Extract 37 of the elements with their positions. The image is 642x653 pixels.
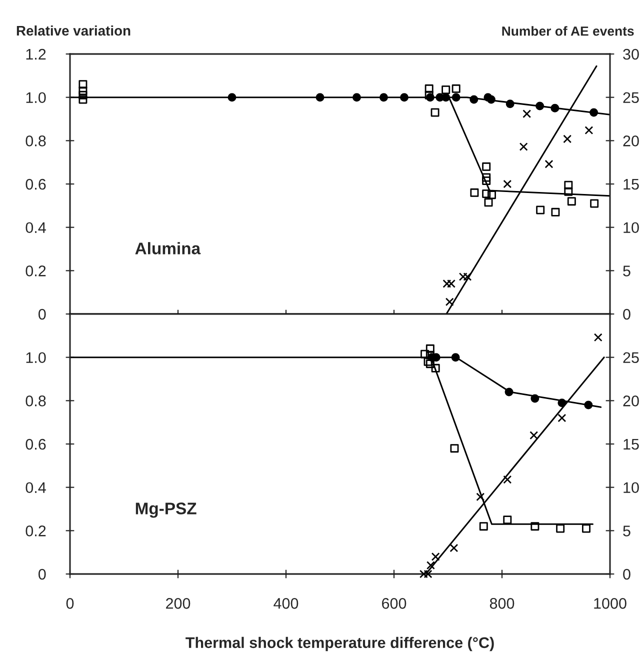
y-tick-label: 0.8 xyxy=(26,136,46,146)
y2-tick-label: 5 xyxy=(623,266,630,276)
y2-axis-title: Number of AE events xyxy=(502,26,634,36)
y-tick-label: 0.4 xyxy=(26,222,46,234)
annotation: Mg-PSZ xyxy=(136,502,196,518)
y2-tick-label: 5 xyxy=(623,526,630,536)
y-tick-label: 0.4 xyxy=(26,482,46,494)
y2-tick-label: 15 xyxy=(624,439,639,450)
x-tick-label: 800 xyxy=(490,598,514,609)
y2-tick-label: 20 xyxy=(623,396,639,406)
y-tick-label: 0 xyxy=(38,308,46,320)
y-tick-label: 0.2 xyxy=(26,266,46,276)
y2-tick-label: 0 xyxy=(623,568,630,580)
y-axis-title: Relative variation xyxy=(16,25,130,36)
x-tick-label: 400 xyxy=(274,598,298,609)
y2-tick-label: 0 xyxy=(623,308,630,320)
y2-tick-label: 30 xyxy=(623,48,639,60)
x-tick-label: 0 xyxy=(66,598,74,609)
y-tick-label: 0.6 xyxy=(26,438,46,450)
y2-tick-label: 10 xyxy=(624,222,639,234)
y-tick-label: 1.0 xyxy=(26,352,46,364)
y-tick-label: 0.2 xyxy=(26,526,46,536)
x-axis-title: Thermal shock temperature difference (°C) xyxy=(186,636,494,652)
y2-tick-label: 10 xyxy=(624,482,639,494)
x-tick-label: 600 xyxy=(382,598,406,609)
y2-tick-label: 20 xyxy=(623,136,639,146)
y-tick-label: 0 xyxy=(38,568,46,580)
y-tick-label: 0.6 xyxy=(26,178,46,190)
annotation: Alumina xyxy=(135,242,201,254)
y-tick-label: 1.2 xyxy=(26,48,46,60)
x-tick-label: 1000 xyxy=(594,598,626,609)
y2-tick-label: 15 xyxy=(624,179,639,190)
y-tick-label: 0.8 xyxy=(26,396,46,406)
y2-tick-label: 25 xyxy=(623,92,639,104)
y2-tick-label: 25 xyxy=(623,352,639,364)
x-tick-label: 200 xyxy=(166,598,190,609)
y-tick-label: 1.0 xyxy=(26,92,46,104)
